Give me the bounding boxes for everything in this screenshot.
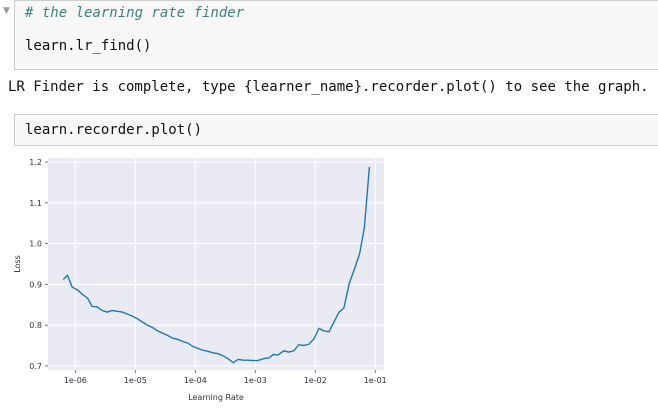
notebook-cell-lr-find[interactable]: ▼ # the learning rate finder learn.lr_fi… — [0, 0, 658, 70]
x-tick-label: 1e-02 — [304, 376, 327, 385]
x-tick-label: 1e-04 — [184, 376, 207, 385]
code-line: learn.lr_find() — [25, 38, 152, 54]
x-tick-label: 1e-03 — [244, 376, 267, 385]
code-line: learn.recorder.plot() — [25, 122, 203, 138]
cell-collapse-icon[interactable]: ▼ — [3, 6, 10, 16]
x-tick-label: 1e-01 — [364, 376, 387, 385]
y-tick-label: 0.7 — [29, 362, 42, 371]
x-axis-label: Learning Rate — [188, 393, 244, 402]
y-tick-label: 0.8 — [29, 321, 42, 330]
y-tick-label: 1.1 — [29, 199, 42, 208]
code-comment: # the learning rate finder — [25, 5, 245, 21]
y-tick-label: 1.0 — [29, 240, 42, 249]
notebook-cell-recorder-plot[interactable]: learn.recorder.plot() — [0, 114, 658, 146]
code-input-area[interactable]: # the learning rate finder learn.lr_find… — [14, 0, 658, 70]
lr-finder-plot: 1e-06 1e-05 1e-04 1e-03 1e-02 1e-01 0.7 0.8 0.9… — [13, 158, 387, 402]
plot-background — [48, 158, 384, 370]
cell-output-text: LR Finder is complete, type {learner_nam… — [8, 79, 649, 95]
x-tick-label: 1e-05 — [124, 376, 147, 385]
x-tick-label: 1e-06 — [64, 376, 87, 385]
y-axis-label: Loss — [13, 255, 22, 273]
y-tick-label: 1.2 — [29, 158, 42, 167]
y-tick-label: 0.9 — [29, 280, 42, 289]
loss-curve — [62, 166, 371, 364]
code-input-area[interactable]: learn.recorder.plot() — [14, 114, 658, 146]
